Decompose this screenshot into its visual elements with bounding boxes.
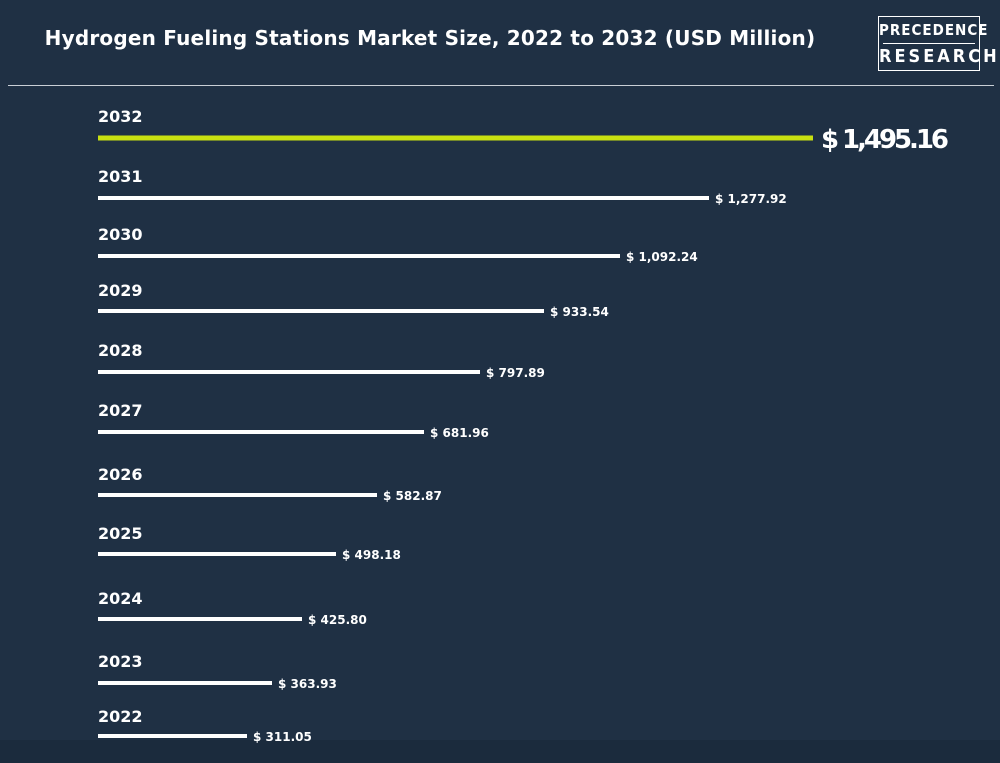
year-label-2026: 2026 bbox=[98, 465, 143, 484]
bar-2022 bbox=[98, 734, 247, 738]
year-label-2025: 2025 bbox=[98, 524, 143, 543]
value-label-2023: $ 363.93 bbox=[278, 677, 337, 691]
value-label-2024: $ 425.80 bbox=[308, 613, 367, 627]
bar-2024 bbox=[98, 617, 302, 621]
bottom-edge bbox=[0, 740, 1000, 763]
value-label-2026: $ 582.87 bbox=[383, 489, 442, 503]
value-label-2031: $ 1,277.92 bbox=[715, 192, 787, 206]
bar-2026 bbox=[98, 493, 377, 497]
value-label-2022: $ 311.05 bbox=[253, 730, 312, 744]
precedence-research-logo: PRECEDENCE RESEARCH bbox=[878, 16, 1000, 71]
year-label-2028: 2028 bbox=[98, 341, 143, 360]
header-divider bbox=[8, 85, 994, 86]
bar-2030 bbox=[98, 254, 620, 258]
bar-2028 bbox=[98, 370, 480, 374]
year-label-2022: 2022 bbox=[98, 707, 143, 726]
bar-2023 bbox=[98, 681, 272, 685]
value-label-2027: $ 681.96 bbox=[430, 426, 489, 440]
bar-2025 bbox=[98, 552, 336, 556]
chart-title: Hydrogen Fueling Stations Market Size, 2… bbox=[44, 26, 816, 50]
year-label-2029: 2029 bbox=[98, 281, 143, 300]
value-label-2032: $ 1,495.16 bbox=[821, 125, 949, 155]
year-label-2032: 2032 bbox=[98, 107, 143, 126]
bar-2027 bbox=[98, 430, 424, 434]
logo-line-1: PRECEDENCE bbox=[879, 21, 989, 39]
year-label-2023: 2023 bbox=[98, 652, 143, 671]
value-label-2028: $ 797.89 bbox=[486, 366, 545, 380]
value-label-2025: $ 498.18 bbox=[342, 548, 401, 562]
bar-2032 bbox=[98, 135, 813, 141]
year-label-2024: 2024 bbox=[98, 589, 143, 608]
bar-2031 bbox=[98, 196, 709, 200]
bar-2029 bbox=[98, 309, 544, 313]
logo-divider bbox=[883, 43, 975, 44]
year-label-2031: 2031 bbox=[98, 167, 143, 186]
logo-line-2: RESEARCH bbox=[879, 46, 1000, 67]
value-label-2029: $ 933.54 bbox=[550, 305, 609, 319]
year-label-2027: 2027 bbox=[98, 401, 143, 420]
value-label-2030: $ 1,092.24 bbox=[626, 250, 698, 264]
year-label-2030: 2030 bbox=[98, 225, 143, 244]
